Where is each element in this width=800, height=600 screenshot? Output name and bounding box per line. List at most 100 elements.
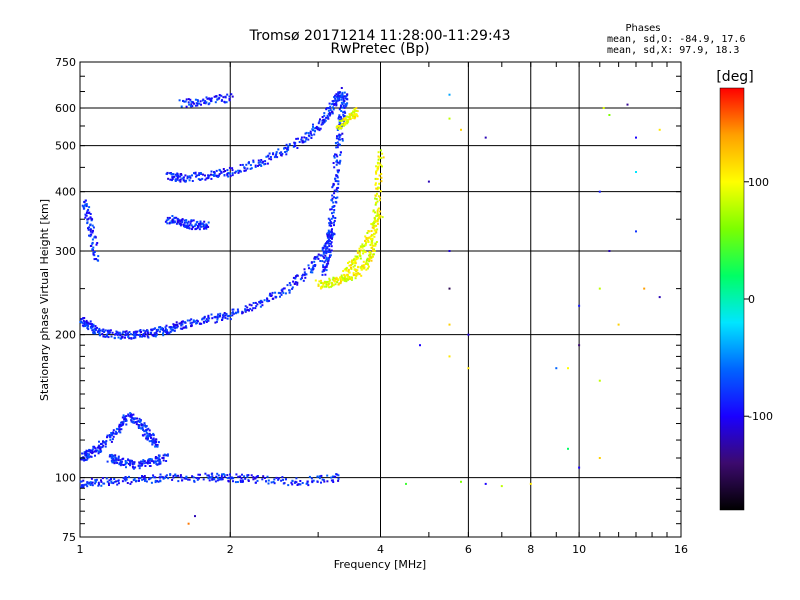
data-point xyxy=(363,245,365,248)
data-point xyxy=(134,421,137,424)
data-point xyxy=(127,335,130,338)
data-point xyxy=(321,122,324,125)
data-point xyxy=(199,473,201,476)
data-point xyxy=(112,455,115,458)
data-point xyxy=(129,333,132,336)
data-point xyxy=(204,472,207,475)
data-point xyxy=(347,262,349,264)
data-point xyxy=(296,147,299,149)
data-point xyxy=(356,269,359,272)
data-point xyxy=(337,477,340,480)
data-point xyxy=(334,280,337,283)
data-point xyxy=(367,239,370,242)
data-point xyxy=(166,329,168,332)
data-point xyxy=(252,307,255,310)
data-point xyxy=(198,322,201,325)
data-point xyxy=(191,321,194,324)
data-point xyxy=(91,224,94,227)
data-point xyxy=(340,126,343,129)
data-point xyxy=(285,478,287,481)
data-point xyxy=(189,222,192,225)
data-point xyxy=(143,476,146,479)
data-point xyxy=(372,249,374,252)
data-point xyxy=(298,141,301,143)
data-point xyxy=(219,312,222,315)
data-point xyxy=(279,292,282,295)
data-point xyxy=(155,331,158,334)
data-point xyxy=(323,119,326,122)
data-point xyxy=(268,299,271,302)
data-point xyxy=(330,229,333,232)
data-point xyxy=(333,155,336,158)
data-point xyxy=(310,261,313,264)
data-point xyxy=(331,479,334,482)
data-point xyxy=(349,277,352,280)
data-point xyxy=(354,262,357,265)
data-point xyxy=(219,477,222,480)
data-point xyxy=(168,222,171,225)
data-point xyxy=(361,245,364,248)
data-point xyxy=(244,169,247,172)
data-point xyxy=(329,208,332,211)
data-point xyxy=(256,303,259,306)
data-point xyxy=(322,268,325,271)
data-point xyxy=(191,105,194,108)
data-point xyxy=(252,302,255,304)
data-point xyxy=(336,125,339,128)
data-point xyxy=(270,158,273,161)
data-point xyxy=(192,476,195,479)
data-point xyxy=(234,481,237,484)
data-point xyxy=(329,221,332,223)
data-point xyxy=(305,138,308,141)
data-point xyxy=(208,102,211,105)
data-point xyxy=(214,321,217,324)
data-point xyxy=(313,127,316,130)
data-point xyxy=(302,279,305,282)
data-point xyxy=(325,265,328,268)
data-point xyxy=(376,220,379,223)
data-point xyxy=(93,258,96,261)
data-point xyxy=(351,117,354,119)
y-tick-label: 100 xyxy=(55,472,76,485)
data-point xyxy=(80,458,83,461)
data-point xyxy=(343,120,346,123)
data-point xyxy=(327,240,330,243)
data-point xyxy=(118,425,121,428)
x-tick-label: 1 xyxy=(77,543,84,556)
data-point xyxy=(313,260,316,263)
data-point xyxy=(203,102,206,104)
data-point xyxy=(89,216,92,219)
data-point xyxy=(231,311,234,314)
data-point xyxy=(195,102,198,105)
data-point xyxy=(188,478,191,481)
data-point xyxy=(326,264,329,266)
data-point xyxy=(167,177,170,180)
data-point xyxy=(127,459,130,462)
data-point xyxy=(270,481,273,484)
data-point xyxy=(89,320,92,323)
data-point xyxy=(364,240,367,242)
data-point xyxy=(183,100,186,103)
data-point xyxy=(150,332,153,334)
data-point xyxy=(231,174,234,177)
data-point xyxy=(316,255,319,258)
data-point xyxy=(208,317,211,320)
data-point xyxy=(138,424,141,427)
data-point xyxy=(282,287,285,290)
data-point xyxy=(158,458,161,461)
data-point xyxy=(152,474,155,477)
data-point xyxy=(368,260,371,263)
data-point xyxy=(226,174,229,177)
data-point xyxy=(373,225,376,228)
data-point xyxy=(380,157,383,160)
data-point xyxy=(324,251,327,254)
data-point xyxy=(336,161,339,164)
data-point xyxy=(194,228,197,231)
data-point xyxy=(248,303,251,306)
data-point xyxy=(196,102,199,105)
y-tick-label: 200 xyxy=(55,329,76,342)
data-point xyxy=(220,475,223,478)
x-tick-label: 2 xyxy=(227,543,234,556)
data-point xyxy=(346,98,349,101)
data-point xyxy=(191,174,193,177)
